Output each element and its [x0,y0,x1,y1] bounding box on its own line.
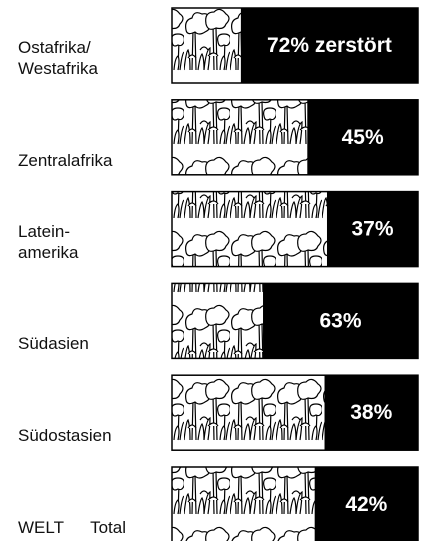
value-label: 42% [345,493,387,516]
value-label: 38% [350,401,392,424]
chart: 72% zerstört 45% 37% 63% 38% 42% [0,0,432,541]
category-label: Südostasien [18,425,168,446]
category-label: Latein- amerika [18,221,168,263]
category-label: Zentralafrika [18,150,168,171]
category-label: WELT Total [18,517,168,538]
page: {"chart_data": {"type": "bar", "categori… [0,0,432,541]
category-label: Ostafrika/ Westafrika [18,37,168,79]
value-label: 45% [342,126,384,149]
value-label: 63% [319,309,361,332]
value-label: 72% zerstört [267,34,392,57]
category-label: Südasien [18,333,168,354]
value-label: 37% [351,218,393,241]
